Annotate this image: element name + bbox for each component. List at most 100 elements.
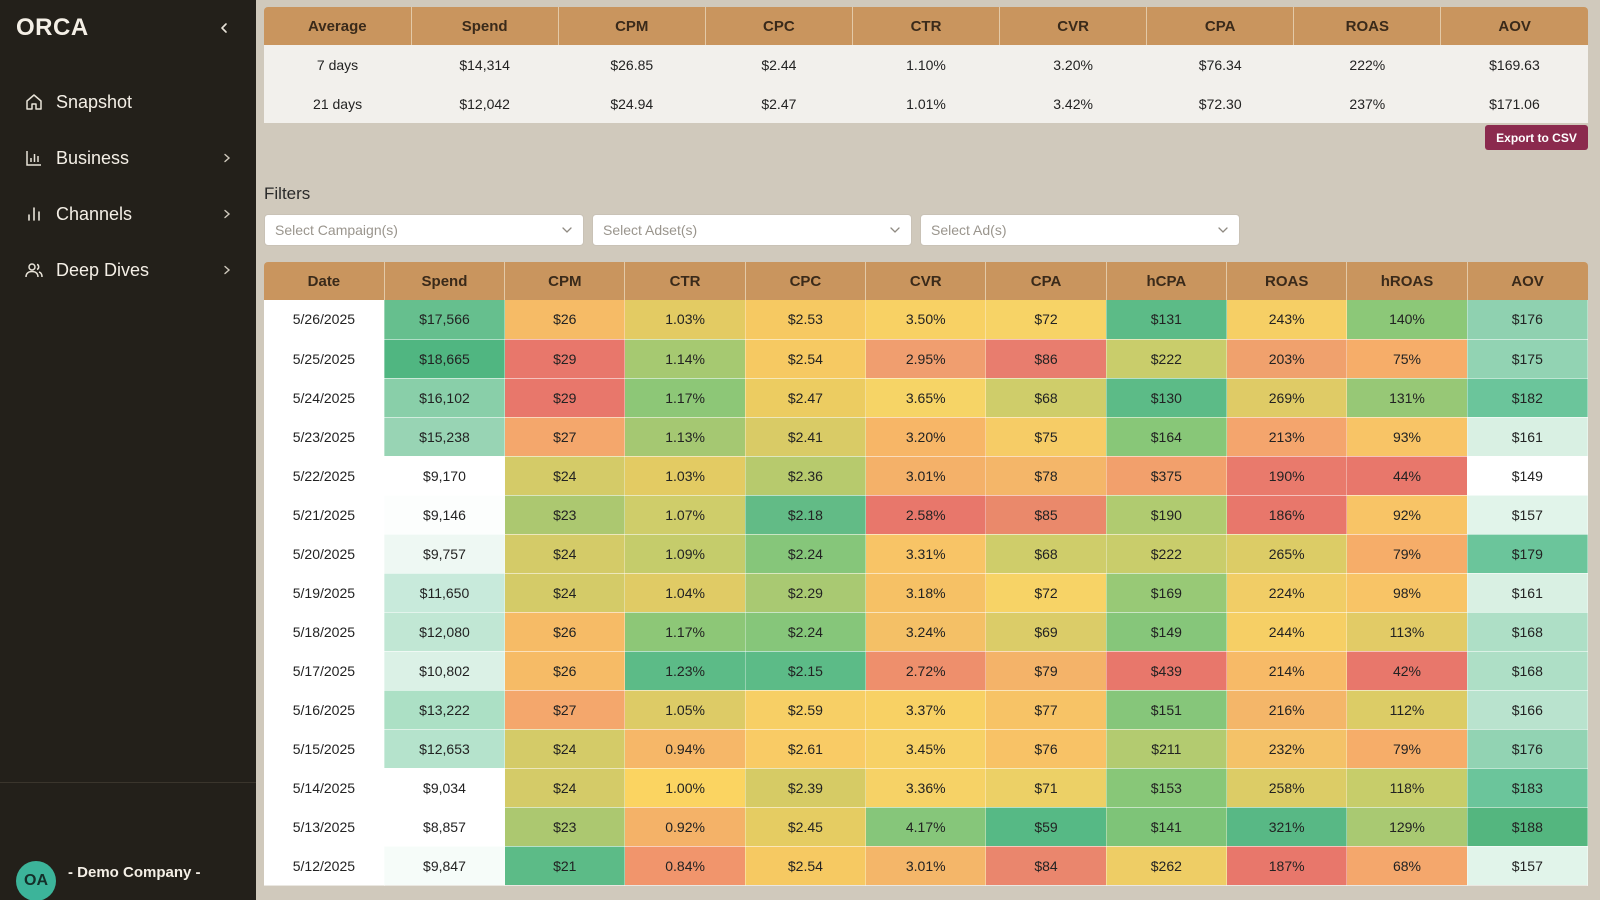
cell-cpa: $86 <box>985 339 1107 379</box>
avg-header-aov: AOV <box>1440 7 1588 45</box>
avg-header-cpa: CPA <box>1146 7 1295 45</box>
cell-date: 5/23/2025 <box>264 417 385 457</box>
column-header-cpm[interactable]: CPM <box>504 262 626 300</box>
cell-aov: $179 <box>1467 534 1589 574</box>
column-header-hcpa[interactable]: hCPA <box>1106 262 1228 300</box>
cell-cpm: $24 <box>504 729 626 769</box>
cell-aov: $161 <box>1467 573 1589 613</box>
column-header-hroas[interactable]: hROAS <box>1346 262 1468 300</box>
sidebar-item-deep-dives[interactable]: Deep Dives <box>0 242 256 298</box>
cell-ctr: 1.03% <box>624 300 746 340</box>
sidebar-item-channels[interactable]: Channels <box>0 186 256 242</box>
cell-hcpa: $151 <box>1106 690 1228 730</box>
cell-date: 5/18/2025 <box>264 612 385 652</box>
avg-cell-cpm: $24.94 <box>558 84 706 123</box>
cell-roas: 203% <box>1226 339 1348 379</box>
column-header-cpa[interactable]: CPA <box>985 262 1107 300</box>
cell-hcpa: $222 <box>1106 534 1228 574</box>
cell-hroas: 93% <box>1346 417 1468 457</box>
cell-cvr: 3.18% <box>865 573 987 613</box>
avg-cell-average: 7 days <box>264 45 412 84</box>
cell-cpc: $2.36 <box>745 456 867 496</box>
avatar[interactable]: OA <box>16 861 56 900</box>
avg-header-spend: Spend <box>411 7 559 45</box>
cell-roas: 214% <box>1226 651 1348 691</box>
cell-cpm: $21 <box>504 846 626 886</box>
cell-spend: $10,802 <box>384 651 506 691</box>
cell-cpc: $2.39 <box>745 768 867 808</box>
column-header-date[interactable]: Date <box>264 262 385 300</box>
cell-cpa: $84 <box>985 846 1107 886</box>
cell-hcpa: $164 <box>1106 417 1228 457</box>
cell-cpm: $29 <box>504 339 626 379</box>
adset-select-placeholder: Select Adset(s) <box>603 222 698 238</box>
cell-hcpa: $141 <box>1106 807 1228 847</box>
cell-cvr: 3.01% <box>865 456 987 496</box>
adset-select[interactable]: Select Adset(s) <box>592 214 912 246</box>
column-header-cpc[interactable]: CPC <box>745 262 867 300</box>
chevron-down-icon <box>1217 224 1229 236</box>
cell-cpm: $24 <box>504 534 626 574</box>
cell-spend: $9,757 <box>384 534 506 574</box>
column-header-roas[interactable]: ROAS <box>1226 262 1348 300</box>
avg-cell-roas: 222% <box>1293 45 1441 84</box>
avg-header-cpm: CPM <box>558 7 706 45</box>
cell-hcpa: $439 <box>1106 651 1228 691</box>
column-header-cvr[interactable]: CVR <box>865 262 987 300</box>
cell-roas: 187% <box>1226 846 1348 886</box>
export-csv-button[interactable]: Export to CSV <box>1485 125 1588 150</box>
cell-cpm: $26 <box>504 612 626 652</box>
table-row: 5/14/2025 $9,034 $24 1.00% $2.39 3.36% $71 $153… <box>264 768 1589 808</box>
cell-hcpa: $190 <box>1106 495 1228 535</box>
cell-date: 5/17/2025 <box>264 651 385 691</box>
cell-cvr: 3.24% <box>865 612 987 652</box>
cell-ctr: 1.00% <box>624 768 746 808</box>
cell-aov: $166 <box>1467 690 1589 730</box>
cell-cpm: $27 <box>504 417 626 457</box>
cell-cvr: 3.37% <box>865 690 987 730</box>
cell-date: 5/13/2025 <box>264 807 385 847</box>
ad-select[interactable]: Select Ad(s) <box>920 214 1240 246</box>
avg-cell-aov: $171.06 <box>1440 84 1588 123</box>
company-name[interactable]: - Demo Company - <box>68 864 201 881</box>
avg-cell-cpa: $76.34 <box>1146 45 1294 84</box>
campaign-select[interactable]: Select Campaign(s) <box>264 214 584 246</box>
table-row: 5/25/2025 $18,665 $29 1.14% $2.54 2.95% $86 $22… <box>264 339 1589 379</box>
column-header-ctr[interactable]: CTR <box>624 262 746 300</box>
sidebar-item-business[interactable]: Business <box>0 130 256 186</box>
cell-spend: $17,566 <box>384 300 506 340</box>
cell-ctr: 1.05% <box>624 690 746 730</box>
column-header-aov[interactable]: AOV <box>1467 262 1588 300</box>
cell-roas: 269% <box>1226 378 1348 418</box>
cell-spend: $12,653 <box>384 729 506 769</box>
cell-cvr: 3.01% <box>865 846 987 886</box>
bar-chart-icon <box>24 204 44 224</box>
collapse-sidebar-button[interactable] <box>214 18 234 38</box>
table-row: 5/23/2025 $15,238 $27 1.13% $2.41 3.20% $75 $16… <box>264 417 1589 457</box>
cell-roas: 232% <box>1226 729 1348 769</box>
cell-ctr: 1.17% <box>624 612 746 652</box>
cell-cpa: $79 <box>985 651 1107 691</box>
cell-date: 5/12/2025 <box>264 846 385 886</box>
table-row: 5/13/2025 $8,857 $23 0.92% $2.45 4.17% $59 $141… <box>264 807 1589 847</box>
cell-hroas: 79% <box>1346 729 1468 769</box>
cell-cpm: $24 <box>504 573 626 613</box>
cell-hroas: 92% <box>1346 495 1468 535</box>
cell-cpc: $2.47 <box>745 378 867 418</box>
cell-hcpa: $222 <box>1106 339 1228 379</box>
cell-ctr: 1.07% <box>624 495 746 535</box>
column-header-spend[interactable]: Spend <box>384 262 506 300</box>
avg-cell-cpc: $2.47 <box>705 84 853 123</box>
cell-hcpa: $130 <box>1106 378 1228 418</box>
cell-cpa: $78 <box>985 456 1107 496</box>
sidebar-item-snapshot[interactable]: Snapshot <box>0 74 256 130</box>
cell-cvr: 3.50% <box>865 300 987 340</box>
cell-roas: 258% <box>1226 768 1348 808</box>
avg-row: 21 days $12,042 $24.94 $2.47 1.01% 3.42% $72.3… <box>264 84 1588 123</box>
cell-aov: $188 <box>1467 807 1589 847</box>
avg-cell-average: 21 days <box>264 84 412 123</box>
avg-cell-aov: $169.63 <box>1440 45 1588 84</box>
cell-cpm: $29 <box>504 378 626 418</box>
cell-spend: $9,146 <box>384 495 506 535</box>
avg-cell-ctr: 1.10% <box>852 45 1000 84</box>
